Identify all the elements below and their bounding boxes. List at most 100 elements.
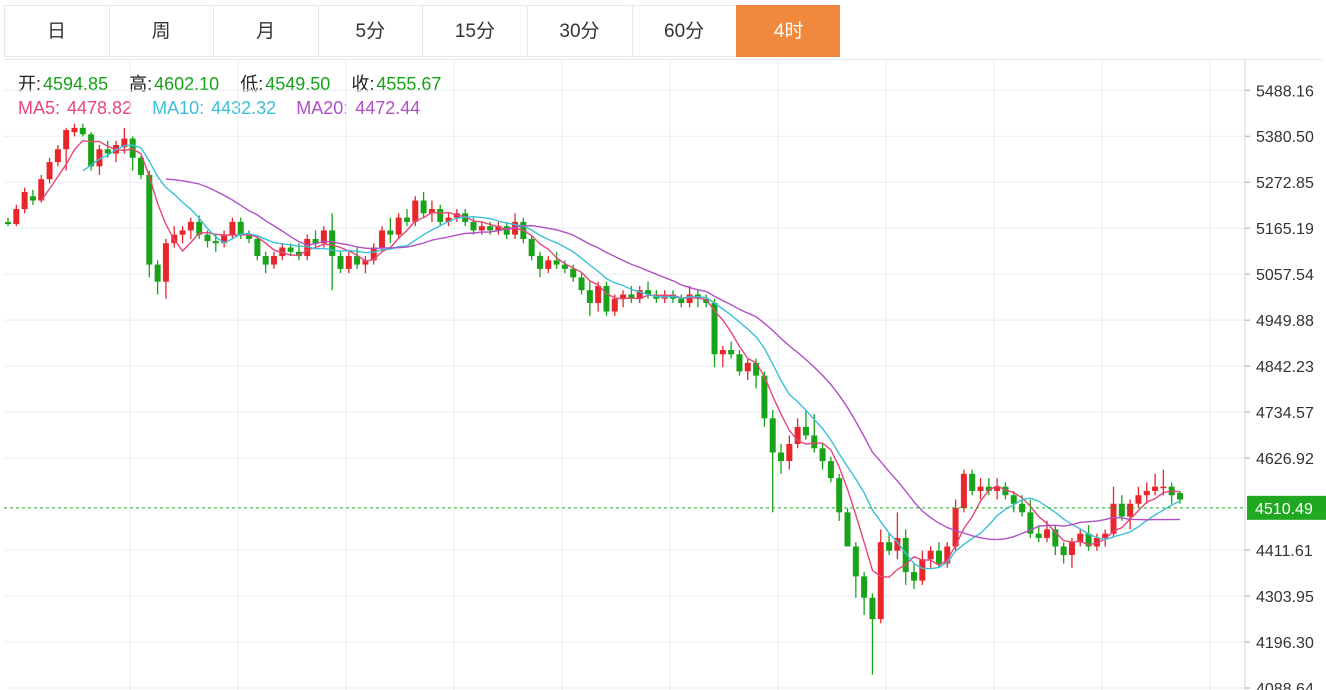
candle-body [395,217,402,235]
ohlc-row: 开: 4594.85 高: 4602.10 低: 4549.50 收: 4555.67 [18,72,443,96]
candle-body [1044,529,1051,538]
ma-line-5 [40,139,1181,578]
candle-body [262,256,269,265]
candle-body [802,426,809,436]
candle-body [1019,503,1026,513]
high-label: 高: [129,74,153,94]
candle-body [71,127,78,133]
candle-body [287,247,294,252]
tab-4[interactable]: 15分 [422,5,527,57]
y-tick-label: 4734.57 [1256,405,1314,422]
high-value: 4602.10 [154,74,220,94]
y-tick-label: 4196.30 [1256,635,1314,652]
candle-body [221,234,228,244]
candle-body [96,149,103,167]
candle-body [586,290,593,304]
candle-body [1118,503,1125,517]
candle-body [852,546,859,577]
candle-body [1093,537,1100,547]
candle-body [354,256,361,265]
candle-body [645,290,652,295]
y-tick-label: 4411.61 [1256,543,1313,560]
candle-body [553,260,560,265]
candle-body [736,354,743,372]
candle-body [769,418,776,453]
tab-2[interactable]: 月 [213,5,318,57]
candle-body [894,537,901,551]
candle-body [254,238,261,257]
ma-line-20 [165,178,1181,541]
ma-legend-1: MA10: 4432.32 [152,98,278,118]
candle-body [719,350,726,355]
candle-body [137,157,144,175]
tab-6[interactable]: 60分 [631,5,736,57]
candle-body [711,303,718,355]
candle-body [827,461,834,479]
tab-0[interactable]: 日 [4,5,108,57]
candle-body [1010,495,1017,504]
candle-body [778,452,785,462]
candle-body [5,221,11,225]
tab-3[interactable]: 5分 [317,5,422,57]
candle-body [204,234,211,242]
candle-body [478,226,485,231]
candle-body [229,221,236,235]
tab-5[interactable]: 30分 [527,5,631,57]
candle-body [146,174,153,265]
low-value: 4549.50 [265,74,331,94]
candle-body [1052,529,1059,547]
ma-label-2: MA20: [296,98,354,118]
candle-body [162,243,169,282]
candle-body [63,130,70,150]
candle-body [811,435,818,449]
y-tick-label: 5272.85 [1256,175,1314,192]
candle-body [869,597,876,620]
quote-info: 开: 4594.85 高: 4602.10 低: 4549.50 收: 4555.67 … [18,72,443,120]
candle-body [154,264,161,282]
candle-body [636,290,643,299]
candle-body [503,226,510,235]
candle-body [121,138,128,148]
ma-label-0: MA5: [18,98,66,118]
ma-value-1: 4432.32 [211,98,277,118]
candle-body [570,268,577,278]
candle-body [1127,503,1134,517]
y-tick-label: 4626.92 [1256,451,1314,468]
current-price-tag [1247,495,1326,520]
candle-body [603,285,610,312]
candle-body [595,285,602,304]
candle-body [944,546,951,564]
candle-body [1160,486,1167,489]
y-tick-label: 5057.54 [1256,267,1314,284]
candle-body [561,264,568,269]
low-label: 低: [240,74,264,94]
y-tick-label: 4088.64 [1256,681,1314,690]
tab-7[interactable]: 4时 [736,5,841,57]
candle-body [79,127,86,135]
y-tick-label: 4842.23 [1256,359,1314,376]
candle-body [470,221,477,231]
y-tick-label: 5165.19 [1256,221,1314,238]
candle-body [179,230,186,235]
candle-body [21,191,28,210]
candle-body [270,256,277,265]
candle-body [753,362,760,376]
candle-body [794,426,801,444]
candle-body [1035,533,1042,538]
candle-body [844,512,851,547]
candle-body [187,221,194,231]
tab-1[interactable]: 周 [108,5,213,57]
candle-body [445,217,452,222]
candle-body [13,209,20,225]
candle-body [545,260,552,269]
candle-body [536,256,543,269]
candle-body [703,298,710,304]
open-label: 开: [18,74,42,94]
candle-body [54,149,61,163]
candle-body [528,238,535,257]
candle-body [686,294,693,304]
period-tabs: 日周月 5分 15分 30分 60分 4时 [4,5,1322,60]
ma-legend-2: MA20: 4472.44 [296,98,422,118]
candle-body [237,221,244,235]
candle-body [819,448,826,462]
